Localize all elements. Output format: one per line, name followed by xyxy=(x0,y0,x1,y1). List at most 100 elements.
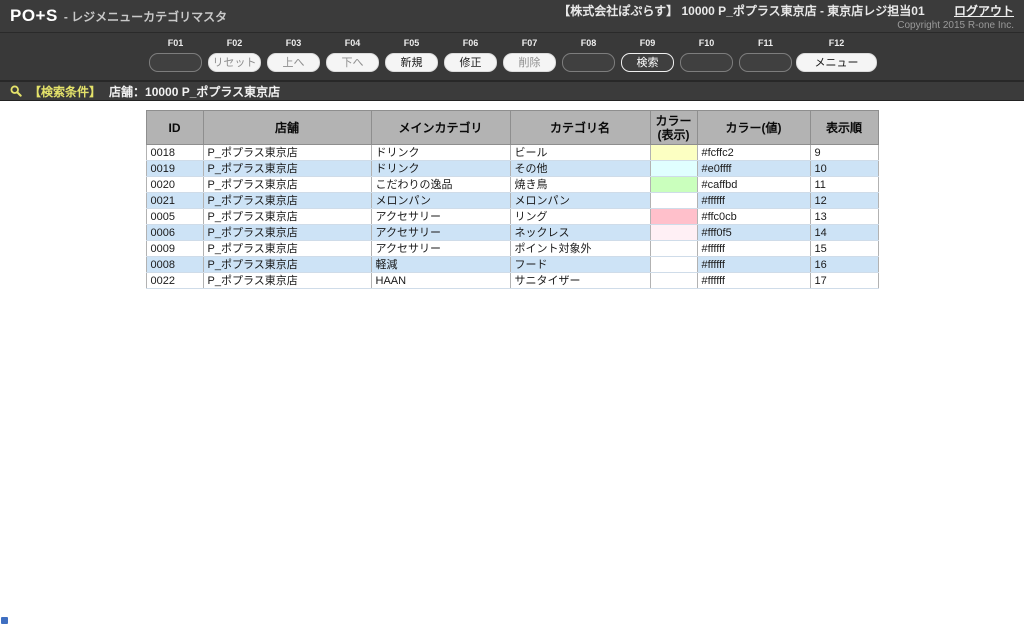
display-order-cell: 9 xyxy=(809,144,879,161)
store-cell: P_ポプラス東京店 xyxy=(202,192,372,209)
search-bar: 【検索条件】 店舗：10000 P_ポプラス東京店 xyxy=(0,80,1024,101)
table-body: 0018 P_ポプラス東京店 ドリンク ビール #fcffc2 9 0019 P_ポプラス東京… xyxy=(145,144,879,289)
color-value-cell: #fff0f5 xyxy=(696,224,811,241)
fkey-label: F10 xyxy=(698,38,715,48)
user-line: 【株式会社ぽぷらす】 10000 P_ポプラス東京店 - 東京店レジ担当01 ロ… xyxy=(558,2,1014,19)
store-cell: P_ポプラス東京店 xyxy=(202,144,372,161)
color-value-cell: #caffbd xyxy=(696,176,811,193)
fkey-slot: F09 検索 xyxy=(618,37,677,72)
fkey-label: F01 xyxy=(167,38,184,48)
fkey-label: F07 xyxy=(521,38,538,48)
id-cell: 0021 xyxy=(145,192,204,209)
color-swatch-cell xyxy=(649,192,698,209)
color-swatch-cell xyxy=(649,256,698,273)
fkey-slot: F04 下へ xyxy=(323,37,382,72)
category-name-cell: メロンパン xyxy=(509,192,651,209)
store-cell: P_ポプラス東京店 xyxy=(202,224,372,241)
fkey-button-f02[interactable]: リセット xyxy=(208,53,261,72)
store-cell: P_ポプラス東京店 xyxy=(202,160,372,177)
column-header: カラー (表示) xyxy=(649,110,698,145)
column-header: 表示順 xyxy=(809,110,879,145)
fkey-slot: F08 xyxy=(559,37,618,72)
column-header: メインカテゴリ xyxy=(370,110,511,145)
column-header: カテゴリ名 xyxy=(509,110,651,145)
fkey-button-f08 xyxy=(562,53,615,72)
category-name-cell: ネックレス xyxy=(509,224,651,241)
id-cell: 0018 xyxy=(145,144,204,161)
fkey-button-f06[interactable]: 修正 xyxy=(444,53,497,72)
fkey-slot: F12 メニュー xyxy=(795,37,878,72)
color-swatch-cell xyxy=(649,176,698,193)
store-cell: P_ポプラス東京店 xyxy=(202,272,372,289)
table-row[interactable]: 0021 P_ポプラス東京店 メロンパン メロンパン #ffffff 12 xyxy=(145,192,879,209)
fkey-slot: F05 新規 xyxy=(382,37,441,72)
category-name-cell: リング xyxy=(509,208,651,225)
display-order-cell: 17 xyxy=(809,272,879,289)
main-category-cell: HAAN xyxy=(370,272,511,289)
main-category-cell: ドリンク xyxy=(370,160,511,177)
main-category-cell: アクセサリー xyxy=(370,240,511,257)
fkey-label: F09 xyxy=(639,38,656,48)
display-order-cell: 11 xyxy=(809,176,879,193)
display-order-cell: 14 xyxy=(809,224,879,241)
fkey-slot: F03 上へ xyxy=(264,37,323,72)
fkey-slot: F11 xyxy=(736,37,795,72)
id-cell: 0005 xyxy=(145,208,204,225)
table-row[interactable]: 0008 P_ポプラス東京店 軽減 フード #ffffff 16 xyxy=(145,256,879,273)
user-info: 【株式会社ぽぷらす】 10000 P_ポプラス東京店 - 東京店レジ担当01 xyxy=(558,3,925,18)
fkey-button-f09[interactable]: 検索 xyxy=(621,53,674,72)
fkey-button-f12[interactable]: メニュー xyxy=(796,53,877,72)
main-category-cell: こだわりの逸品 xyxy=(370,176,511,193)
fkey-slot: F02 リセット xyxy=(205,37,264,72)
fkey-button-f07[interactable]: 削除 xyxy=(503,53,556,72)
table-row[interactable]: 0022 P_ポプラス東京店 HAAN サニタイザー #ffffff 17 xyxy=(145,272,879,289)
title-bar: PO+S - レジメニューカテゴリマスタ 【株式会社ぽぷらす】 10000 P_ポ… xyxy=(0,0,1024,33)
fkey-button-f04[interactable]: 下へ xyxy=(326,53,379,72)
logout-link[interactable]: ログアウト xyxy=(953,3,1014,18)
table-row[interactable]: 0018 P_ポプラス東京店 ドリンク ビール #fcffc2 9 xyxy=(145,144,879,161)
table-row[interactable]: 0019 P_ポプラス東京店 ドリンク その他 #e0ffff 10 xyxy=(145,160,879,177)
fkey-slot: F01 xyxy=(146,37,205,72)
title-right: 【株式会社ぽぷらす】 10000 P_ポプラス東京店 - 東京店レジ担当01 ロ… xyxy=(558,2,1014,31)
main-content: ID 店舗 メインカテゴリ カテゴリ名 カラー (表示) カラー(値) 表示順 0018 P_ポ… xyxy=(0,110,1024,289)
id-cell: 0022 xyxy=(145,272,204,289)
search-conditions-label: 【検索条件】 xyxy=(29,84,102,99)
fkey-button-f05[interactable]: 新規 xyxy=(385,53,438,72)
fkey-label: F08 xyxy=(580,38,597,48)
fkey-slot: F07 削除 xyxy=(500,37,559,72)
color-value-cell: #e0ffff xyxy=(696,160,811,177)
fkey-label: F03 xyxy=(285,38,302,48)
fkey-label: F05 xyxy=(403,38,420,48)
fkey-label: F06 xyxy=(462,38,479,48)
display-order-cell: 16 xyxy=(809,256,879,273)
fkey-label: F12 xyxy=(828,38,845,48)
table-row[interactable]: 0006 P_ポプラス東京店 アクセサリー ネックレス #fff0f5 14 xyxy=(145,224,879,241)
fkey-label: F02 xyxy=(226,38,243,48)
color-swatch-cell xyxy=(649,144,698,161)
fkey-label: F11 xyxy=(757,38,773,48)
color-value-cell: #ffffff xyxy=(696,192,811,209)
color-value-cell: #ffc0cb xyxy=(696,208,811,225)
main-category-cell: アクセサリー xyxy=(370,208,511,225)
table-row[interactable]: 0009 P_ポプラス東京店 アクセサリー ポイント対象外 #ffffff 15 xyxy=(145,240,879,257)
display-order-cell: 12 xyxy=(809,192,879,209)
category-name-cell: その他 xyxy=(509,160,651,177)
color-swatch-cell xyxy=(649,240,698,257)
color-value-cell: #ffffff xyxy=(696,240,811,257)
id-cell: 0009 xyxy=(145,240,204,257)
table-row[interactable]: 0005 P_ポプラス東京店 アクセサリー リング #ffc0cb 13 xyxy=(145,208,879,225)
table-row[interactable]: 0020 P_ポプラス東京店 こだわりの逸品 焼き鳥 #caffbd 11 xyxy=(145,176,879,193)
column-header: ID xyxy=(145,110,204,145)
app-name: PO+S xyxy=(10,6,58,25)
color-swatch-cell xyxy=(649,224,698,241)
store-cell: P_ポプラス東京店 xyxy=(202,256,372,273)
fkey-button-f03[interactable]: 上へ xyxy=(267,53,320,72)
app-subtitle: - レジメニューカテゴリマスタ xyxy=(63,10,228,24)
column-header: カラー(値) xyxy=(696,110,811,145)
color-swatch-cell xyxy=(649,272,698,289)
color-value-cell: #ffffff xyxy=(696,256,811,273)
main-category-cell: 軽減 xyxy=(370,256,511,273)
display-order-cell: 13 xyxy=(809,208,879,225)
color-swatch-cell xyxy=(649,208,698,225)
search-condition-value: 店舗：10000 P_ポプラス東京店 xyxy=(109,84,281,99)
